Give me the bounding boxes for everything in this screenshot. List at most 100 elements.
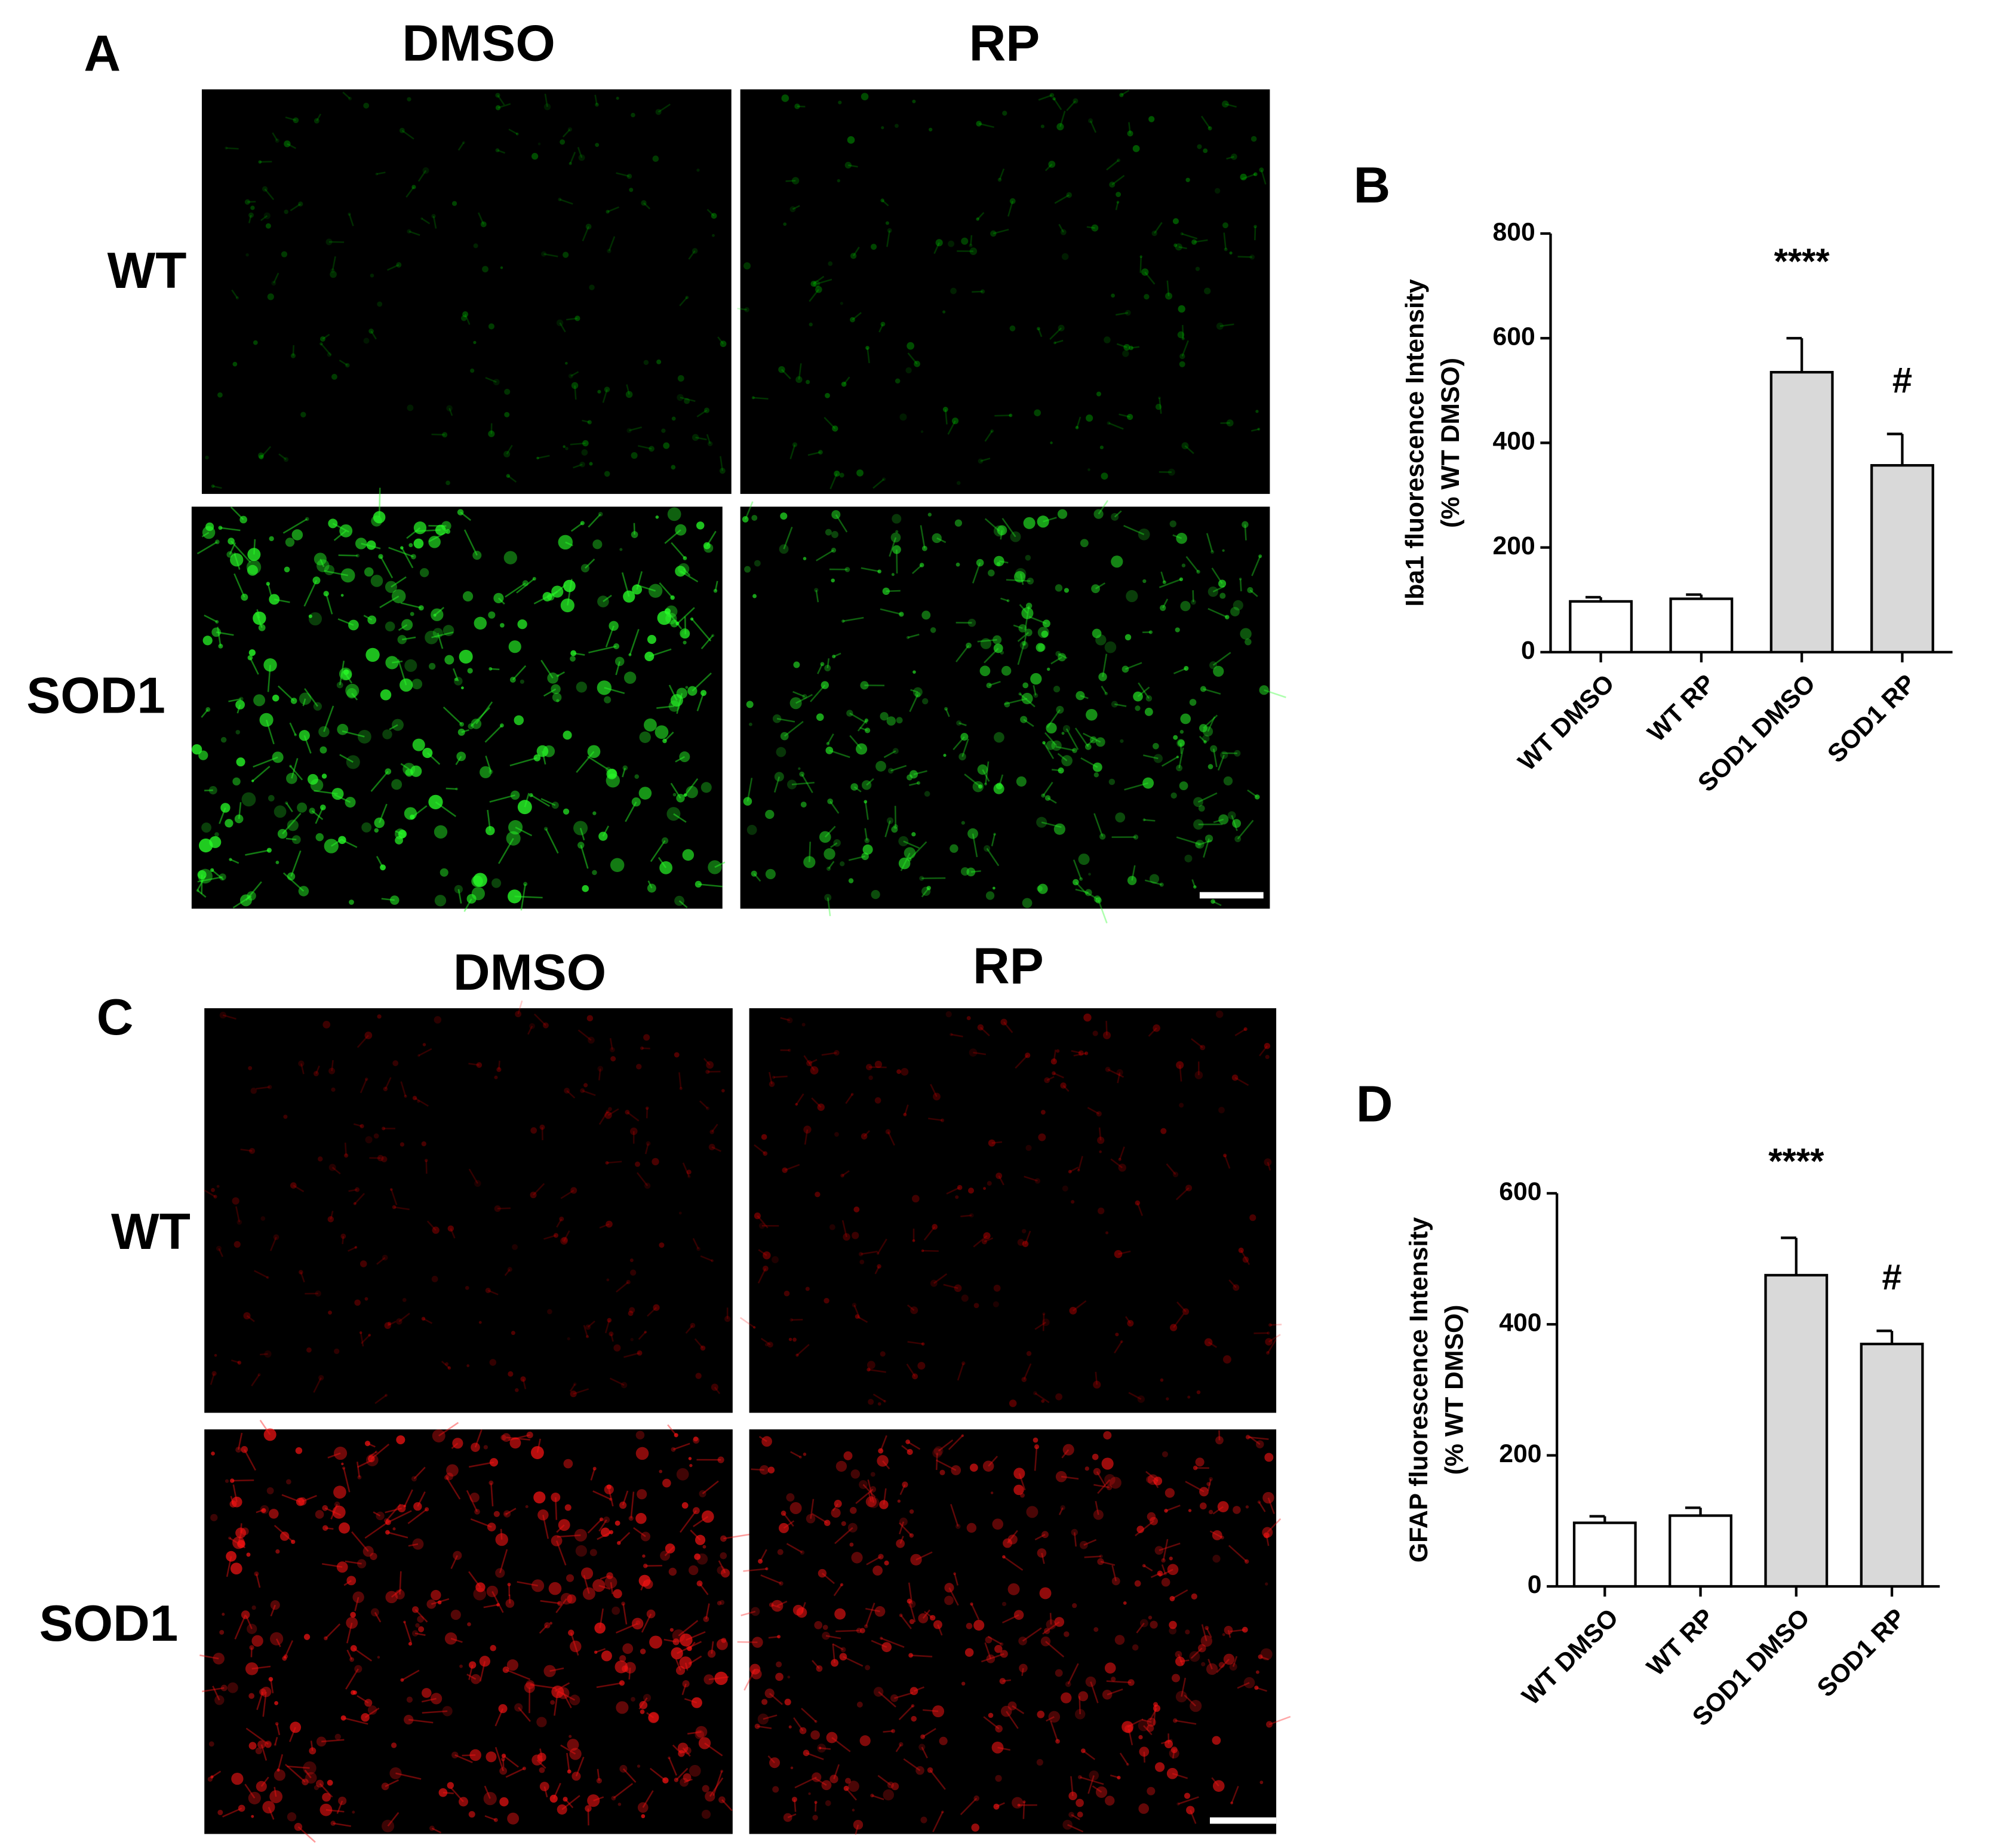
cell (1050, 1058, 1057, 1065)
cell (582, 440, 589, 447)
cell (363, 102, 370, 109)
cell (969, 1048, 978, 1057)
cell (605, 1161, 609, 1165)
cell (404, 1714, 414, 1725)
cell (717, 1601, 722, 1606)
cell (407, 404, 414, 412)
cell (551, 1492, 561, 1502)
process (705, 1603, 710, 1620)
process (1173, 1313, 1185, 1328)
process (1083, 1750, 1096, 1760)
cell (1137, 1395, 1145, 1403)
process (644, 1143, 649, 1155)
process (1090, 1681, 1099, 1703)
cell (606, 1110, 610, 1114)
process (518, 1706, 531, 1722)
process (843, 376, 850, 385)
cell (220, 736, 227, 743)
cell (526, 1431, 533, 1438)
process (1212, 901, 1222, 907)
cell (1013, 1610, 1024, 1620)
cell (761, 1436, 772, 1447)
cell (491, 878, 502, 888)
cell (312, 576, 321, 585)
process (595, 1648, 606, 1653)
cell (1209, 1476, 1213, 1481)
cell (1254, 794, 1260, 800)
process (1211, 567, 1223, 584)
cell (419, 568, 429, 578)
cell (395, 1589, 405, 1600)
cell (568, 1629, 574, 1636)
process (679, 297, 688, 306)
cell (787, 1675, 791, 1679)
cell (635, 1447, 649, 1460)
process (608, 236, 616, 251)
process (237, 1432, 243, 1450)
cell (331, 373, 337, 380)
cell (599, 1517, 604, 1522)
cell (955, 1524, 961, 1529)
cell (447, 1225, 454, 1232)
cell (1181, 442, 1189, 450)
process (812, 1660, 820, 1669)
cell (1210, 745, 1218, 753)
cell (337, 723, 349, 735)
cell (325, 238, 333, 245)
process (684, 1697, 698, 1703)
process (1265, 1535, 1270, 1546)
process (921, 1746, 928, 1759)
cell (445, 529, 451, 535)
image-background (204, 1429, 733, 1834)
process (259, 1420, 271, 1435)
process (475, 701, 493, 725)
process (290, 850, 302, 877)
cell (676, 1468, 689, 1481)
cell (1000, 1642, 1004, 1646)
process (1003, 1021, 1013, 1033)
process (866, 1556, 881, 1565)
cell (672, 793, 677, 797)
process (1118, 1250, 1131, 1255)
process (911, 564, 923, 575)
cell (522, 580, 529, 587)
cell (927, 1767, 933, 1773)
process (622, 1490, 629, 1506)
cell (791, 1797, 797, 1803)
cell (1033, 1391, 1037, 1395)
cell (693, 1436, 700, 1444)
process (785, 180, 796, 182)
process (986, 848, 1000, 867)
cell (226, 1551, 237, 1562)
process (834, 1527, 853, 1545)
cell (287, 1812, 297, 1822)
cell (720, 1552, 727, 1560)
process (1176, 1301, 1187, 1312)
cell (631, 452, 638, 459)
process (773, 776, 781, 793)
process (1080, 1776, 1104, 1785)
cell (1013, 1468, 1025, 1479)
cell (669, 1628, 674, 1632)
process (381, 898, 395, 901)
cell (1013, 1484, 1024, 1496)
cell (683, 640, 687, 644)
cell (424, 1159, 428, 1162)
process (594, 94, 598, 105)
cell (915, 1766, 924, 1775)
process (470, 1518, 492, 1528)
process (1224, 1155, 1231, 1169)
cell (367, 1455, 375, 1463)
cell (829, 1224, 835, 1230)
process (445, 787, 457, 790)
cell (816, 1665, 823, 1672)
cell (761, 1134, 767, 1140)
cell (882, 587, 890, 595)
process (399, 1571, 402, 1595)
cell (432, 1429, 445, 1442)
cell (724, 1316, 731, 1322)
cell (503, 551, 517, 564)
process (491, 1591, 504, 1613)
process (463, 529, 478, 556)
process (565, 541, 573, 547)
